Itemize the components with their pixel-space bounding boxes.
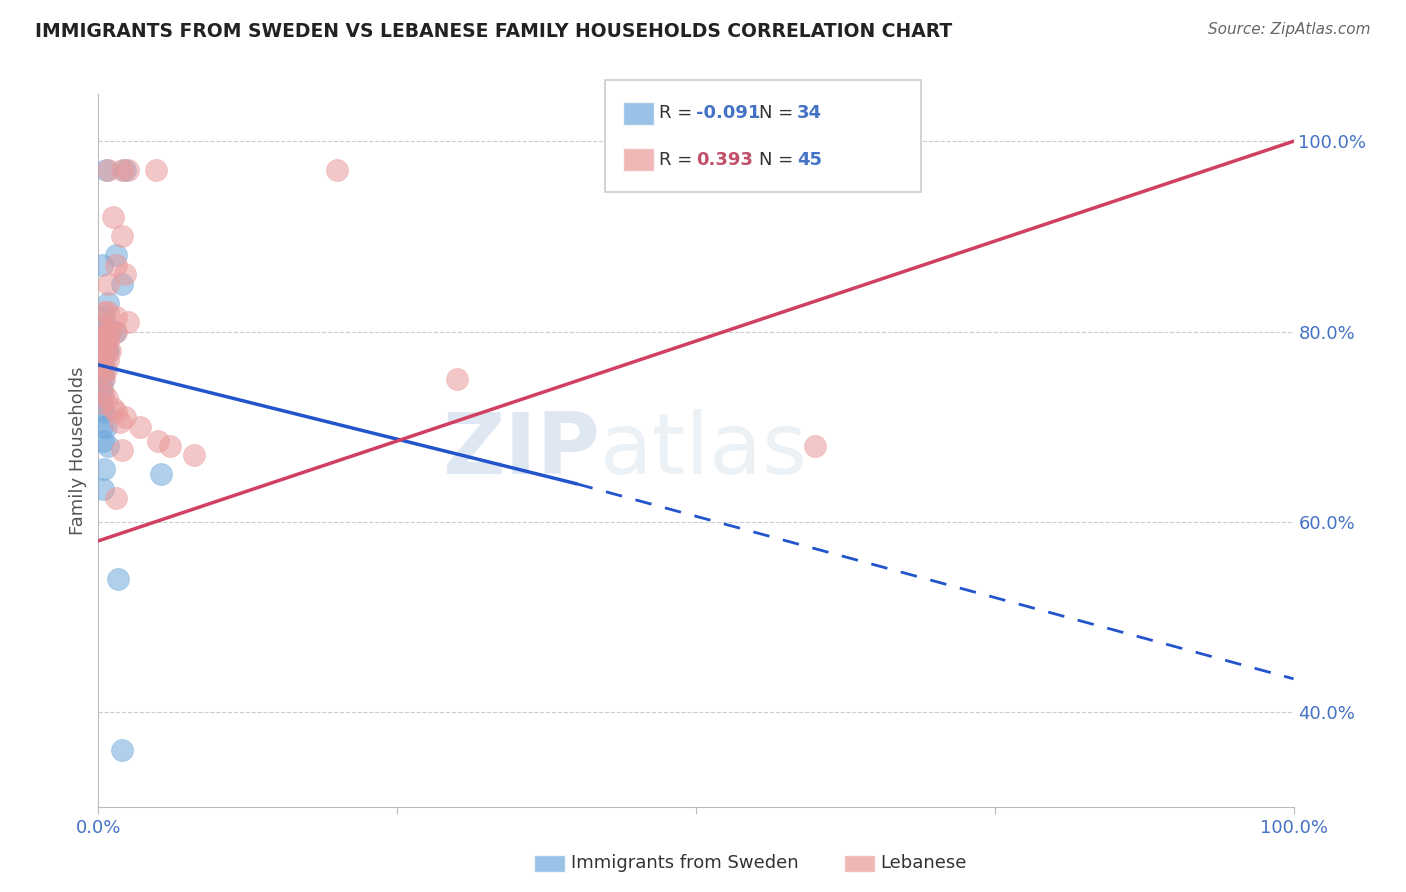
- Point: [93, 310, 115, 325]
- Point: [91, 348, 114, 362]
- Text: 34: 34: [797, 104, 823, 122]
- Point: [96, 319, 118, 334]
- Text: 0.393: 0.393: [696, 151, 752, 169]
- Point: [97, 334, 120, 348]
- Point: [326, 162, 349, 177]
- Text: N =: N =: [759, 151, 799, 169]
- Text: ZIP: ZIP: [443, 409, 600, 492]
- Text: 45: 45: [797, 151, 823, 169]
- Point: [91, 368, 114, 382]
- Point: [105, 325, 128, 339]
- Point: [145, 162, 167, 177]
- Point: [91, 386, 114, 401]
- Point: [91, 419, 114, 434]
- Text: IMMIGRANTS FROM SWEDEN VS LEBANESE FAMILY HOUSEHOLDS CORRELATION CHART: IMMIGRANTS FROM SWEDEN VS LEBANESE FAMIL…: [35, 22, 952, 41]
- Point: [111, 229, 134, 244]
- Point: [111, 277, 134, 291]
- Point: [97, 353, 120, 368]
- Point: [91, 358, 114, 372]
- Point: [93, 334, 115, 348]
- Point: [93, 372, 115, 386]
- Point: [105, 310, 128, 325]
- Point: [111, 162, 134, 177]
- Point: [101, 211, 124, 225]
- Point: [105, 258, 128, 272]
- Point: [114, 410, 136, 425]
- Text: N =: N =: [759, 104, 799, 122]
- Point: [91, 434, 114, 448]
- Point: [149, 467, 172, 482]
- Point: [96, 391, 118, 405]
- Point: [148, 434, 170, 448]
- Point: [97, 277, 120, 291]
- Point: [94, 362, 117, 376]
- Point: [97, 325, 120, 339]
- Y-axis label: Family Households: Family Households: [69, 367, 87, 534]
- Point: [94, 162, 117, 177]
- Point: [97, 439, 120, 453]
- Point: [117, 162, 139, 177]
- Point: [91, 358, 114, 372]
- Point: [93, 305, 115, 319]
- Point: [105, 248, 128, 262]
- Point: [91, 396, 114, 410]
- Point: [97, 162, 120, 177]
- Point: [446, 372, 468, 386]
- Point: [108, 415, 131, 429]
- Point: [183, 448, 205, 462]
- Point: [91, 401, 114, 415]
- Point: [91, 368, 114, 382]
- Point: [97, 305, 120, 319]
- Point: [91, 319, 114, 334]
- Point: [111, 743, 134, 757]
- Point: [91, 339, 114, 353]
- Point: [91, 372, 114, 386]
- Text: atlas: atlas: [600, 409, 808, 492]
- Point: [96, 343, 118, 358]
- Point: [101, 401, 124, 415]
- Point: [98, 325, 122, 339]
- Text: -0.091: -0.091: [696, 104, 761, 122]
- Point: [91, 391, 114, 405]
- Point: [93, 462, 115, 476]
- Text: R =: R =: [659, 104, 699, 122]
- Point: [105, 405, 128, 419]
- Point: [129, 419, 152, 434]
- Text: Source: ZipAtlas.com: Source: ZipAtlas.com: [1208, 22, 1371, 37]
- Point: [91, 329, 114, 343]
- Point: [97, 296, 120, 310]
- Point: [804, 439, 827, 453]
- Point: [91, 348, 114, 362]
- Point: [94, 419, 117, 434]
- Point: [159, 439, 181, 453]
- Point: [93, 362, 115, 376]
- Point: [91, 329, 114, 343]
- Point: [117, 315, 139, 329]
- Point: [91, 382, 114, 396]
- Text: Immigrants from Sweden: Immigrants from Sweden: [571, 855, 799, 872]
- Text: R =: R =: [659, 151, 704, 169]
- Point: [98, 325, 122, 339]
- Point: [98, 343, 122, 358]
- Point: [111, 443, 134, 458]
- Point: [661, 162, 683, 177]
- Point: [105, 491, 128, 505]
- Text: Lebanese: Lebanese: [880, 855, 966, 872]
- Point: [104, 325, 127, 339]
- Point: [114, 268, 136, 282]
- Point: [93, 405, 115, 419]
- Point: [107, 572, 129, 586]
- Point: [91, 258, 114, 272]
- Point: [114, 162, 136, 177]
- Point: [91, 339, 114, 353]
- Point: [93, 353, 115, 368]
- Point: [91, 482, 114, 496]
- Point: [94, 343, 117, 358]
- Point: [97, 343, 120, 358]
